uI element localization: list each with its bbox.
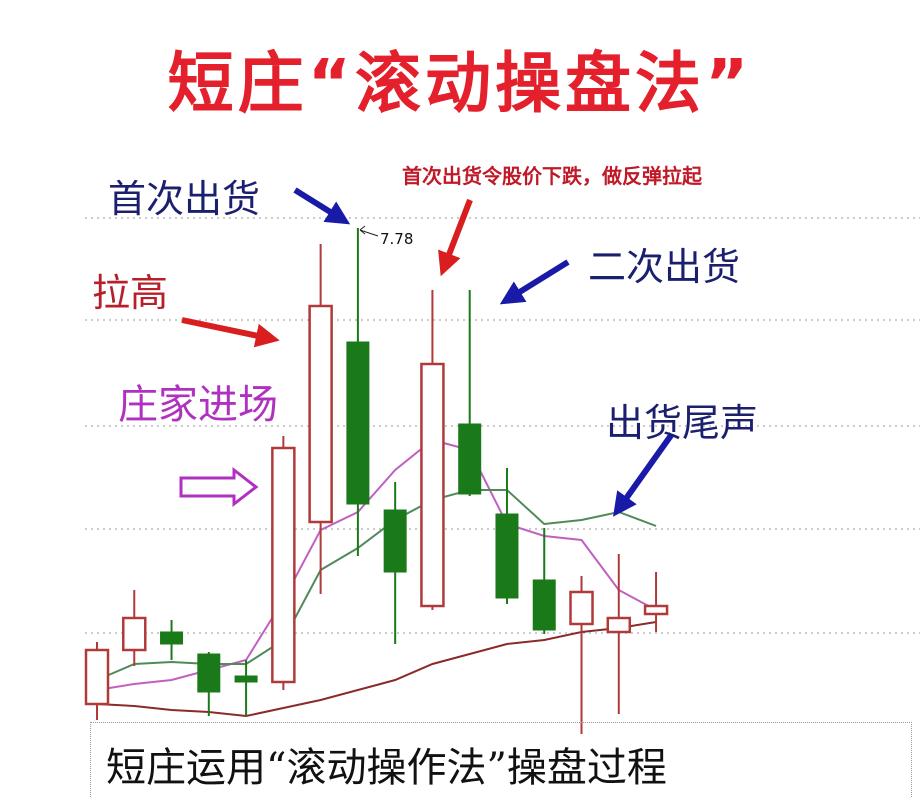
arrow-distribution-end-icon [613,432,675,517]
candle-body [271,446,296,684]
arrow-first-distribution-icon [293,187,351,225]
candle [197,652,221,716]
candle-body [643,604,669,616]
candle [569,576,594,734]
label-second-distribution: 二次出货 [588,245,741,289]
candle [532,528,556,634]
arrow-first-note-icon [438,198,473,277]
candle [271,436,296,690]
candle-body [197,653,221,693]
candle-body [458,423,482,495]
candle-body [495,513,519,599]
hollow-right-arrow-icon [179,466,259,508]
peak-pointer-icon [359,225,379,237]
candle [160,620,184,660]
candle [84,642,110,720]
candle [643,572,669,632]
grid [85,217,920,634]
page-title: 短庄“滚动操盘法” [167,45,753,122]
peak-price-label: 7.78 [380,230,414,248]
moving-averages [96,438,657,718]
candle-body [569,590,594,626]
candles [84,228,669,734]
candle [606,554,632,714]
candle-body [122,616,147,652]
moving-average-line [96,489,657,681]
candle [420,290,445,610]
moving-average-line [96,621,657,718]
candle-body [160,631,184,645]
label-pull-up: 拉高 [92,271,169,315]
arrow-second-distribution-icon [499,259,570,305]
candle [495,468,519,604]
candle [346,228,370,556]
candle-body [532,579,556,631]
candle-body [308,304,333,524]
arrows [179,187,675,517]
candle-body [84,648,110,706]
arrow-pull-up-icon [181,317,280,348]
candle-body [346,341,370,505]
candle [458,290,482,496]
candle [308,244,333,594]
caption: 短庄运用“滚动操作法”操盘过程 [106,745,667,791]
label-first-distribution: 首次出货 [108,177,261,221]
candle [122,590,147,666]
candle-body [234,675,258,683]
candle [383,482,407,644]
label-dealer-entry: 庄家进场 [118,382,278,428]
candle-body [383,509,407,573]
candle-body [420,362,445,608]
candle-body [606,616,632,634]
caption-box: 短庄运用“滚动操作法”操盘过程 [90,722,912,797]
label-distribution-end: 出货尾声 [606,401,759,445]
label-first-note: 首次出货令股价下跌，做反弹拉起 [402,164,702,188]
moving-average-line [96,438,657,691]
candle [234,660,258,716]
